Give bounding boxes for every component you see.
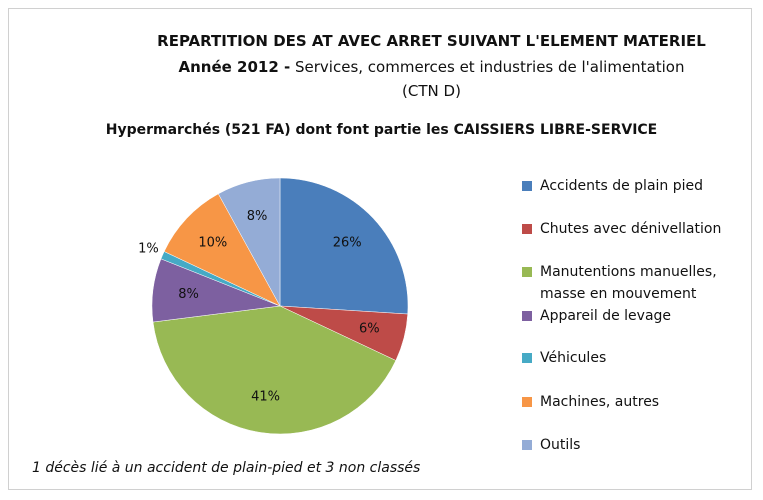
legend-swatch [522, 181, 532, 191]
legend-item: Outils [522, 434, 747, 456]
chart-frame [8, 8, 752, 490]
legend-label: Chutes avec dénivellation [540, 221, 722, 237]
pie-slice [217, 177, 281, 307]
data-label: 8% [247, 209, 268, 224]
pie-slice [152, 305, 397, 435]
chart-title: REPARTITION DES AT AVEC ARRET SUIVANT L'… [157, 32, 706, 50]
legend-swatch [522, 224, 532, 234]
legend-swatch [522, 440, 532, 450]
legend-label: Outils [540, 437, 581, 453]
data-label: 26% [333, 235, 362, 250]
subtitle-text: Services, commerces et industries de l'a… [295, 58, 685, 76]
subtitle-2: (CTN D) [402, 82, 461, 100]
legend-swatch [522, 353, 532, 363]
data-label: 1% [138, 242, 159, 257]
legend-item: Machines, autres [522, 391, 747, 413]
legend-swatch [522, 311, 532, 321]
data-label: 10% [198, 235, 227, 250]
legend-item: Appareil de levage [522, 305, 747, 327]
legend-item: Chutes avec dénivellation [522, 218, 747, 240]
legend-label: Accidents de plain pied [540, 178, 704, 194]
heading: Hypermarchés (521 FA) dont font partie l… [105, 122, 658, 138]
legend-label: Machines, autres [540, 394, 660, 410]
legend-label: Manutentions manuelles, masse en mouveme… [540, 264, 717, 302]
pie-slice [163, 193, 281, 307]
legend-item: Manutentions manuelles, masse en mouveme… [522, 261, 747, 305]
annotation: 1 décès lié à un accident de plain-pied … [32, 460, 421, 476]
legend-swatch [522, 267, 532, 277]
data-label: 8% [178, 287, 199, 302]
legend-swatch [522, 397, 532, 407]
data-label: 6% [359, 321, 380, 336]
legend-label: Véhicules [540, 350, 607, 366]
subtitle-year: Année 2012 - [178, 58, 291, 76]
subtitle: Année 2012 - Services, commerces et indu… [50, 58, 763, 76]
legend-label: Appareil de levage [540, 308, 672, 324]
pie-slice [279, 177, 409, 315]
data-label: 41% [251, 390, 280, 405]
legend-item: Véhicules [522, 347, 747, 369]
legend-item: Accidents de plain pied [522, 175, 747, 197]
